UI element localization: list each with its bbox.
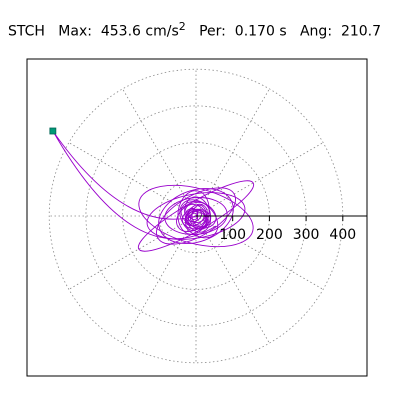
plot-frame (26, 58, 368, 377)
radial-tick-label-300: 300 (293, 227, 320, 243)
header: STCH Max: 453.6 cm/s2 Per: 0.170 s Ang: … (8, 20, 381, 40)
orbit-loop-3 (146, 192, 246, 240)
per-label: Per: (199, 23, 226, 40)
ang-value: 210.7 (340, 23, 382, 40)
radial-tick-label-400: 400 (329, 227, 356, 243)
core-loop-6 (184, 209, 205, 227)
peak-marker (49, 127, 57, 135)
grid-spoke-330 (195, 142, 324, 217)
max-exponent: 2 (178, 20, 186, 33)
core-loop-9 (179, 199, 219, 239)
peak-marker-group (49, 127, 57, 135)
ang-label: Ang: (299, 23, 333, 40)
radial-tick-label-100: 100 (219, 227, 246, 243)
orbit-loop-1 (138, 184, 254, 248)
max-label: Max: (58, 23, 92, 40)
radial-tick-label-200: 200 (256, 227, 283, 243)
grid-spoke-240 (122, 88, 197, 217)
orbit-loop-5 (156, 187, 236, 245)
core-loop-12 (184, 203, 208, 231)
orbit-loop-2 (158, 188, 234, 244)
core-loop-13 (176, 201, 210, 232)
radial-axis: 100 200 300 400 (196, 215, 367, 243)
max-value: 453.6 cm/s (100, 23, 179, 40)
grid-spoke-120 (122, 215, 197, 344)
grid-spoke-300 (195, 88, 270, 217)
grid-spoke-150 (68, 215, 197, 290)
orbit-traces (52, 130, 255, 252)
per-value: 0.170 s (234, 23, 287, 40)
station-code: STCH (8, 23, 45, 40)
grid-spoke-210 (68, 142, 197, 217)
orbit-loop-7 (189, 209, 203, 223)
